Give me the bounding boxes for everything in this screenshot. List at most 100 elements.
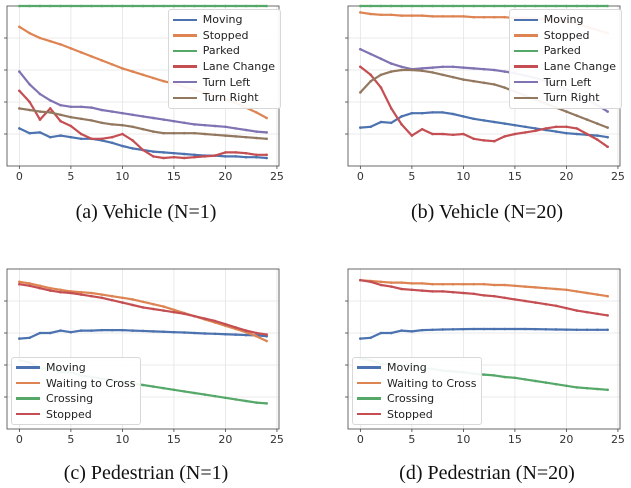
data-point [451,133,455,137]
data-point [79,329,83,332]
data-point [606,388,609,392]
data-point [451,282,455,286]
data-point [606,328,609,332]
data-point [369,79,372,83]
data-point [400,4,403,8]
data-point [503,135,506,138]
x-tick-label: 0 [16,170,23,183]
data-point [379,13,383,17]
data-point [193,123,196,126]
legend-label: Stopped [543,28,590,42]
data-point [121,144,124,148]
data-point [565,306,568,310]
data-point [162,4,165,8]
data-point [451,112,455,116]
data-point [503,122,506,125]
data-point [121,4,124,8]
data-point [193,331,196,335]
x-tick-label: 20 [559,433,573,446]
data-point [141,115,145,118]
data-point [90,119,93,122]
data-point [554,382,558,386]
data-point [59,134,62,137]
data-point [110,123,114,126]
data-point [121,296,124,300]
data-point [90,137,93,141]
legend-label: Stopped [46,407,92,421]
data-point [451,15,455,18]
data-point [213,133,217,137]
data-point [100,328,104,332]
data-point [28,83,31,86]
data-point [544,4,548,8]
legend-swatch [357,397,381,400]
data-point [48,107,52,110]
data-point [462,15,465,18]
data-point [141,148,145,152]
data-point [48,4,52,8]
legend-swatch [172,96,197,99]
data-point [554,125,558,129]
caption-vehicle-n1: (a) Vehicle (N=1) [75,201,217,223]
data-point [18,127,21,130]
legend-swatch [16,413,40,416]
data-point [359,278,362,282]
data-point [131,329,134,332]
data-point [410,134,414,137]
data-point [90,329,93,332]
legend-item-stopped: Stopped [172,28,275,44]
data-point [472,282,475,286]
data-point [493,374,496,377]
data-point [585,328,589,332]
data-point [534,127,537,130]
data-point [48,111,52,114]
data-point [513,123,517,127]
data-point [565,288,568,292]
data-point [400,115,403,118]
data-point [90,294,93,298]
data-point [451,4,455,8]
caption-pedestrian-n1: (c) Pedestrian (N=1) [63,462,229,484]
x-tick-label: 0 [357,170,364,183]
data-point [18,280,21,284]
data-point [162,156,165,160]
data-point [503,283,506,287]
data-point [544,127,548,130]
data-point [172,131,176,135]
data-point [213,394,217,398]
data-point [379,57,383,61]
data-point [503,296,506,300]
data-point [203,332,207,335]
data-point [575,132,579,136]
data-point [472,4,475,8]
data-point [152,307,155,311]
legend-item-stopped: Stopped [357,406,476,422]
data-point [575,127,579,130]
data-point [234,4,238,8]
data-point [79,293,83,296]
data-point [431,290,434,293]
caption-pedestrian-n20: (d) Pedestrian (N=20) [399,462,575,484]
legend-item-crossing: Crossing [357,391,476,407]
data-point [193,155,196,159]
data-point [596,122,599,125]
data-point [431,328,434,332]
data-point [420,127,424,131]
data-point [203,317,207,320]
data-point [389,107,393,110]
data-point [100,296,104,300]
x-tick-label: 25 [270,170,284,183]
data-point [462,4,465,8]
data-point [203,155,207,158]
x-tick-label: 10 [456,433,470,446]
legend-swatch [16,381,40,385]
data-point [544,286,548,290]
data-point [410,330,414,333]
legend-item-waiting-to-cross: Waiting to Cross [16,375,135,391]
data-point [482,67,486,71]
data-point [234,155,238,158]
data-point [472,15,475,19]
data-point [493,294,496,298]
data-point [110,298,114,302]
data-point [48,331,52,335]
